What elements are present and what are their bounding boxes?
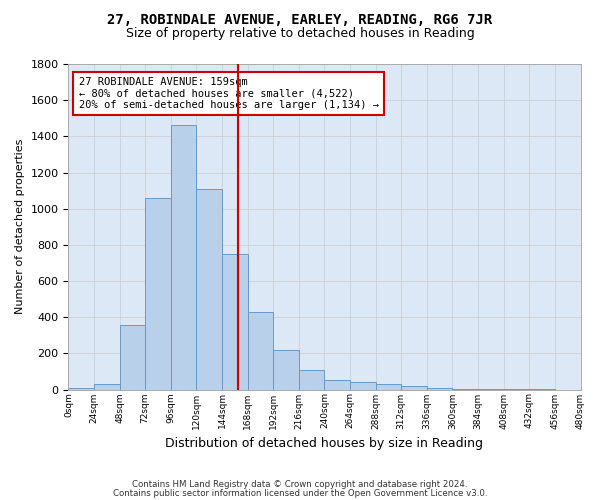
- Bar: [196, 189, 222, 390]
- Bar: [248, 312, 273, 390]
- Text: 27 ROBINDALE AVENUE: 159sqm
← 80% of detached houses are smaller (4,522)
20% of : 27 ROBINDALE AVENUE: 159sqm ← 80% of det…: [79, 77, 379, 110]
- Text: Size of property relative to detached houses in Reading: Size of property relative to detached ho…: [125, 28, 475, 40]
- Text: 27, ROBINDALE AVENUE, EARLEY, READING, RG6 7JR: 27, ROBINDALE AVENUE, EARLEY, READING, R…: [107, 12, 493, 26]
- Bar: [350, 382, 376, 390]
- Bar: [325, 380, 350, 390]
- Bar: [401, 386, 427, 390]
- Bar: [222, 254, 248, 390]
- Bar: [68, 388, 94, 390]
- Bar: [299, 370, 325, 390]
- Bar: [145, 198, 171, 390]
- Bar: [376, 384, 401, 390]
- Bar: [478, 389, 503, 390]
- Text: Contains HM Land Registry data © Crown copyright and database right 2024.: Contains HM Land Registry data © Crown c…: [132, 480, 468, 489]
- Bar: [94, 384, 119, 390]
- Bar: [119, 326, 145, 390]
- Text: Contains public sector information licensed under the Open Government Licence v3: Contains public sector information licen…: [113, 489, 487, 498]
- Bar: [452, 388, 478, 390]
- Y-axis label: Number of detached properties: Number of detached properties: [15, 139, 25, 314]
- Bar: [427, 388, 452, 390]
- X-axis label: Distribution of detached houses by size in Reading: Distribution of detached houses by size …: [166, 437, 484, 450]
- Bar: [273, 350, 299, 390]
- Bar: [171, 126, 196, 390]
